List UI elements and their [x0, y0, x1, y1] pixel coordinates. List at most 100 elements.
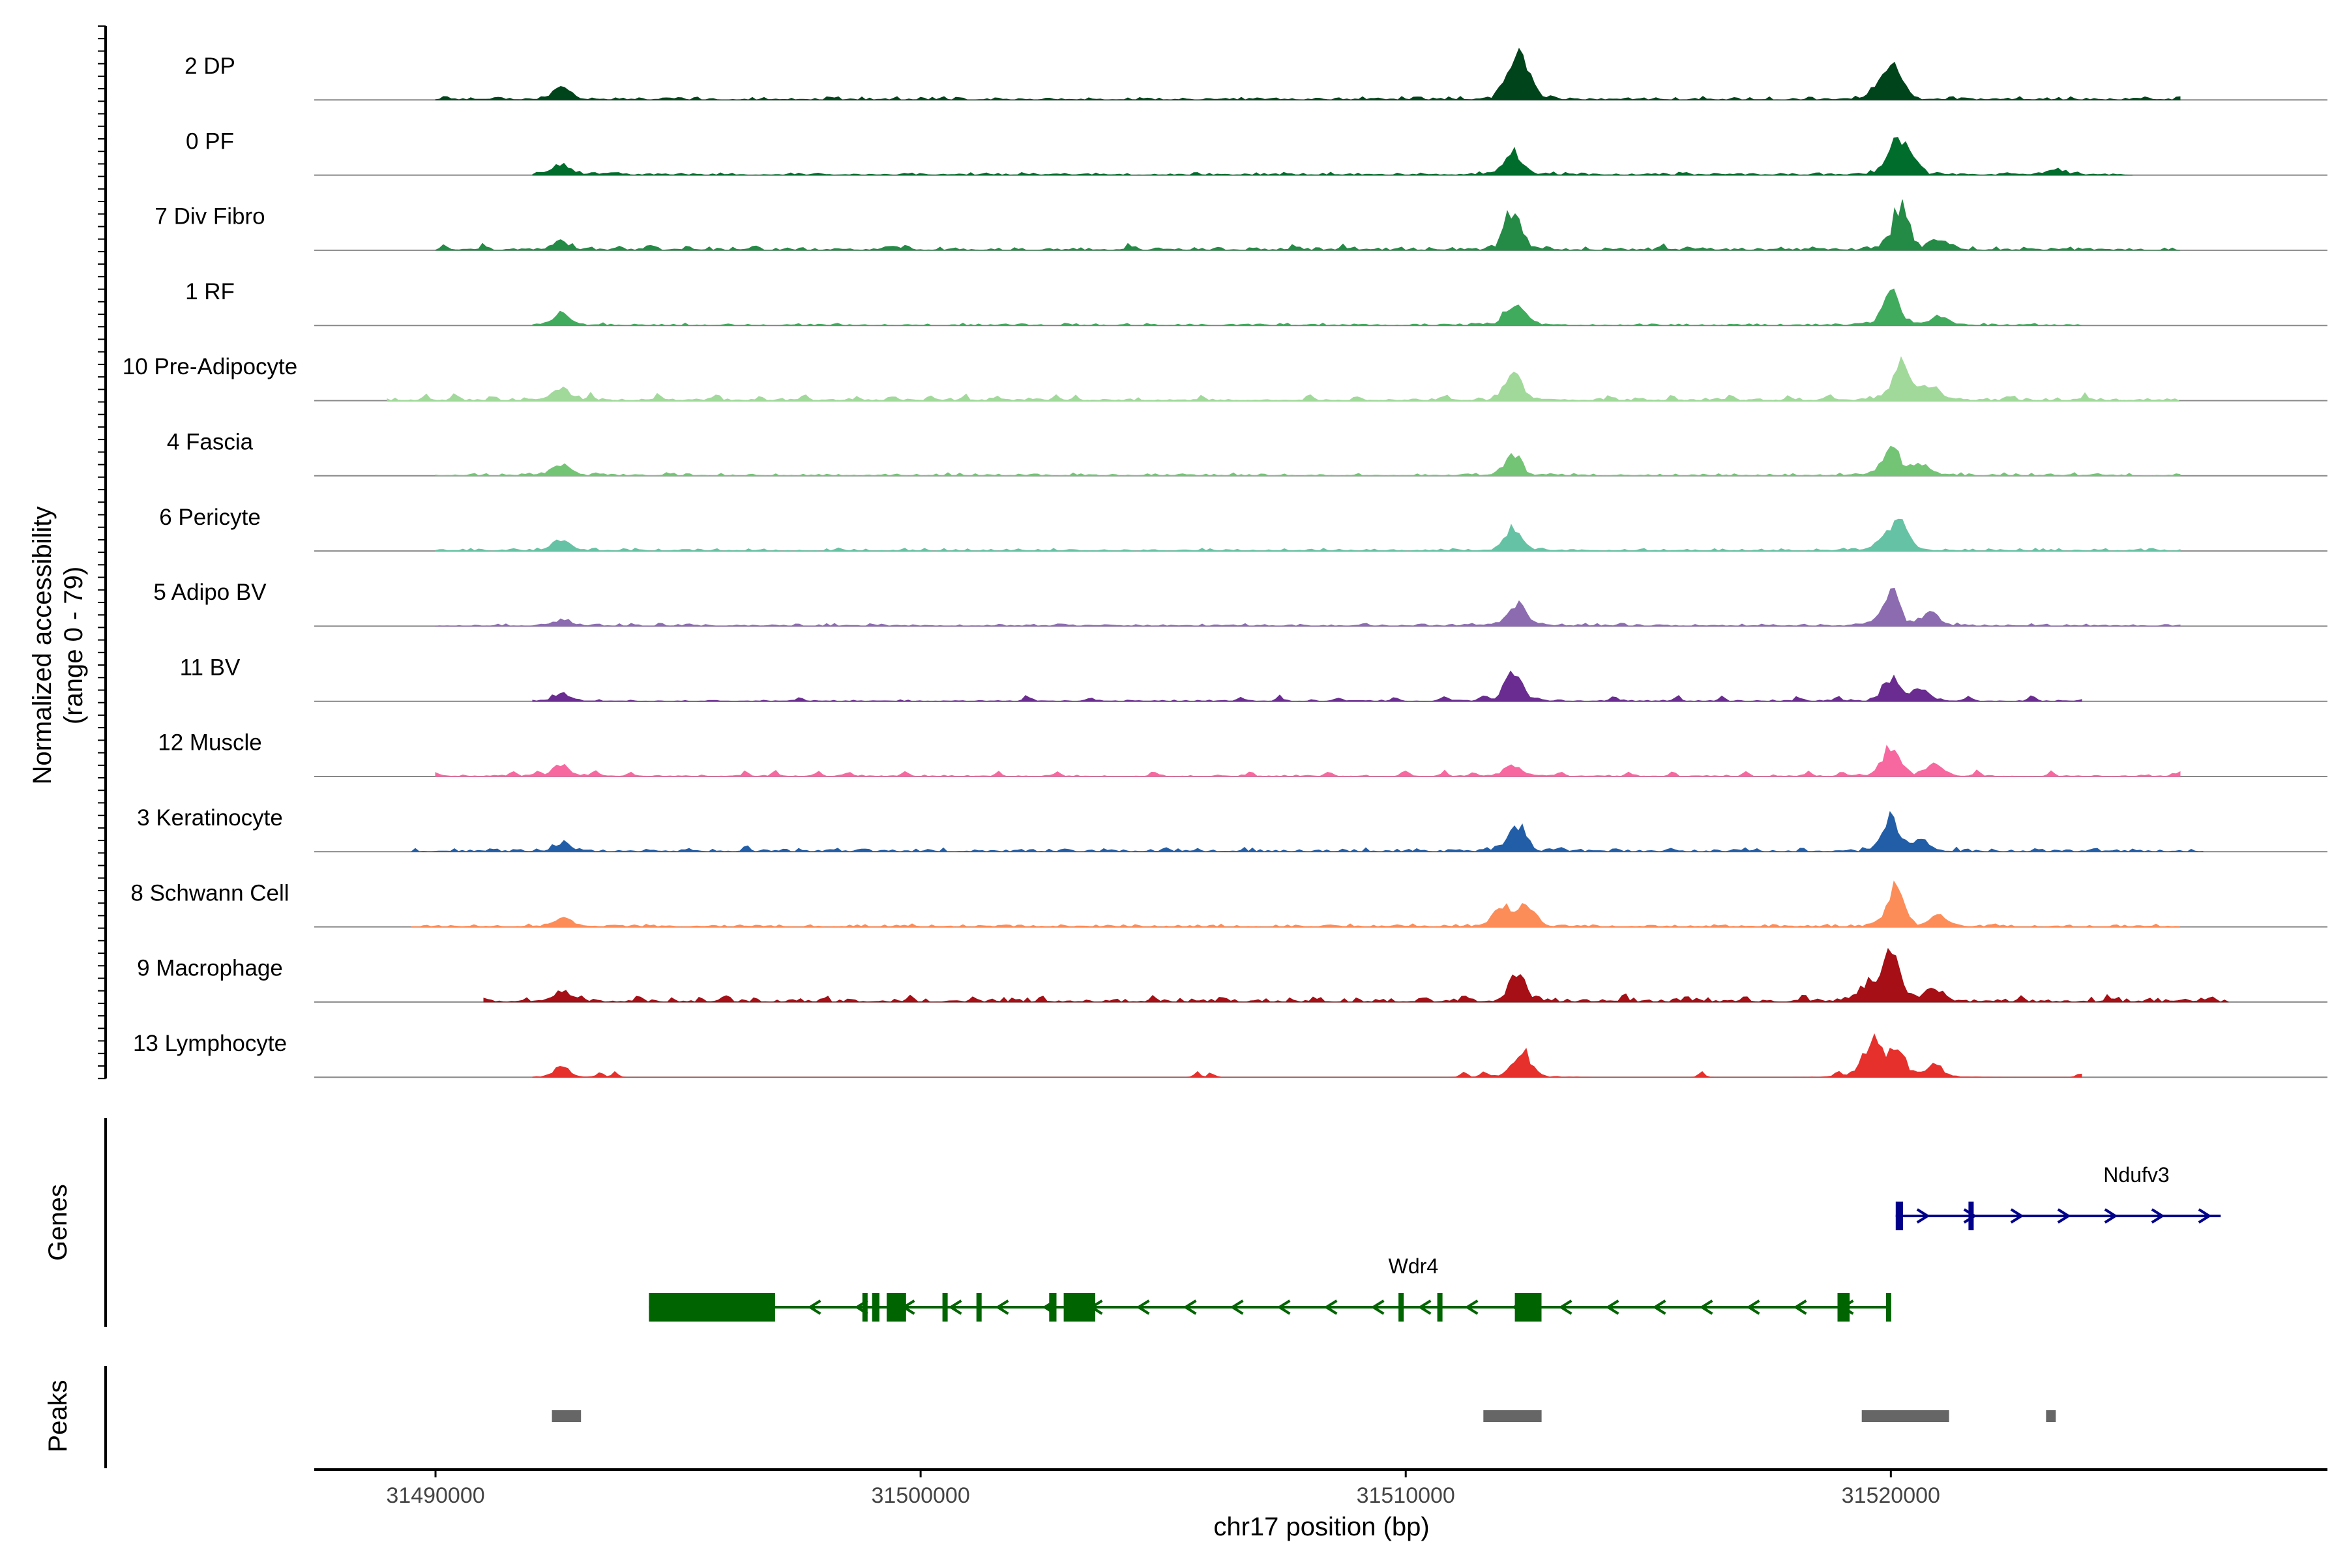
exon — [1049, 1293, 1057, 1322]
x-tick-label: 31500000 — [871, 1483, 969, 1508]
exon — [976, 1293, 982, 1322]
strand-arrow — [1417, 1299, 1432, 1315]
track-label: 12 Muscle — [158, 730, 262, 756]
track-3: 7 Div Fibro — [155, 200, 2327, 251]
gene-wdr4: Wdr4 — [649, 1254, 1891, 1322]
strand-arrow — [1699, 1299, 1713, 1315]
strand-arrow — [807, 1299, 821, 1315]
coverage-area — [532, 670, 2082, 702]
track-label: 4 Fascia — [167, 430, 254, 455]
strand-arrow — [2010, 1208, 2024, 1224]
exon — [649, 1293, 775, 1322]
track-7: 6 Pericyte — [159, 505, 2327, 552]
track-label: 3 Keratinocyte — [137, 805, 283, 831]
track-8: 5 Adipo BV — [153, 580, 2327, 627]
x-axis: 31490000 31500000 31510000 31520000 — [314, 1468, 2327, 1508]
strand-arrow — [1652, 1299, 1666, 1315]
track-5: 10 Pre-Adipocyte — [123, 354, 2327, 402]
exon — [1885, 1293, 1891, 1322]
exon — [1514, 1293, 1542, 1322]
track-10: 12 Muscle — [158, 730, 2327, 777]
track-label: 7 Div Fibro — [155, 204, 265, 229]
strand-arrow — [1370, 1299, 1385, 1315]
track-4: 1 RF — [185, 279, 2327, 327]
coverage-area — [435, 518, 2181, 552]
strand-arrow — [2198, 1208, 2212, 1224]
strand-arrow — [2104, 1208, 2118, 1224]
track-12: 8 Schwann Cell — [130, 880, 2327, 928]
x-axis-title: chr17 position (bp) — [1213, 1513, 1429, 1541]
coverage-area — [411, 810, 2204, 852]
peaks-panel — [104, 1366, 2056, 1468]
exon — [887, 1293, 906, 1322]
track-1: 2 DP — [185, 48, 2327, 101]
genes-track-label: Genes — [44, 1184, 72, 1261]
track-label: 1 RF — [185, 279, 235, 304]
gene-label: Ndufv3 — [2103, 1163, 2169, 1187]
y-axis-title-line2: (range 0 - 79) — [59, 567, 88, 724]
exon — [862, 1293, 868, 1322]
strand-arrow — [2057, 1208, 2071, 1224]
coverage-area — [435, 445, 2181, 477]
peak-region — [1483, 1410, 1542, 1422]
exon — [1837, 1293, 1850, 1322]
coverage-area — [435, 587, 2181, 627]
genes-panel: Ndufv3 Wdr4 — [104, 1118, 2221, 1327]
strand-arrow — [1323, 1299, 1338, 1315]
track-label: 13 Lymphocyte — [133, 1031, 287, 1056]
exon — [1398, 1293, 1404, 1322]
y-axis — [98, 25, 107, 1080]
track-label: 6 Pericyte — [159, 505, 261, 530]
track-label: 11 BV — [180, 655, 241, 680]
coverage-area — [411, 880, 2180, 928]
track-label: 5 Adipo BV — [153, 580, 267, 605]
peak-region — [1861, 1410, 1949, 1422]
coverage-area — [387, 356, 2179, 402]
track-label: 10 Pre-Adipocyte — [123, 354, 297, 379]
track-label: 0 PF — [186, 128, 234, 154]
track-label: 8 Schwann Cell — [130, 880, 289, 906]
y-axis-title-line1: Normalized accessibility — [28, 507, 57, 785]
track-label: 2 DP — [185, 53, 235, 79]
x-tick-label: 31510000 — [1357, 1483, 1455, 1508]
strand-arrow — [1183, 1299, 1197, 1315]
x-tick-label: 31490000 — [386, 1483, 484, 1508]
coverage-area — [435, 48, 2181, 100]
strand-arrow — [1793, 1299, 1807, 1315]
track-11: 3 Keratinocyte — [137, 805, 2327, 853]
coverage-tracks: 2 DP 0 PF 7 Div Fibro 1 RF 10 Pre-Adipocyte 4… — [123, 48, 2327, 1078]
strand-arrow — [1605, 1299, 1619, 1315]
strand-arrow — [948, 1299, 962, 1315]
track-2: 0 PF — [186, 128, 2327, 176]
coverage-area — [532, 137, 2133, 176]
coverage-area — [435, 200, 2181, 251]
strand-arrow — [1963, 1208, 1977, 1224]
peak-region — [2046, 1410, 2056, 1422]
exon — [872, 1293, 879, 1322]
gene-ndufv3: Ndufv3 — [1895, 1163, 2221, 1230]
exon — [1063, 1293, 1095, 1322]
strand-arrow — [995, 1299, 1009, 1315]
exon — [942, 1293, 948, 1322]
coverage-area — [532, 288, 2082, 326]
strand-arrow — [1746, 1299, 1760, 1315]
track-14: 13 Lymphocyte — [133, 1031, 2327, 1078]
strand-arrow — [1277, 1299, 1291, 1315]
track-9: 11 BV — [180, 655, 2327, 702]
peak-region — [552, 1410, 582, 1422]
gene-label: Wdr4 — [1389, 1254, 1438, 1278]
exon — [1895, 1202, 1903, 1230]
x-tick-label: 31520000 — [1842, 1483, 1940, 1508]
track-13: 9 Macrophage — [137, 947, 2327, 1003]
strand-arrow — [1136, 1299, 1150, 1315]
coverage-area — [483, 947, 2229, 1003]
track-label: 9 Macrophage — [137, 956, 283, 981]
coverage-area — [435, 745, 2181, 777]
exon — [1437, 1293, 1443, 1322]
strand-arrow — [1916, 1208, 1930, 1224]
strand-arrow — [1230, 1299, 1244, 1315]
track-6: 4 Fascia — [167, 430, 2327, 477]
strand-arrow — [1464, 1299, 1479, 1315]
